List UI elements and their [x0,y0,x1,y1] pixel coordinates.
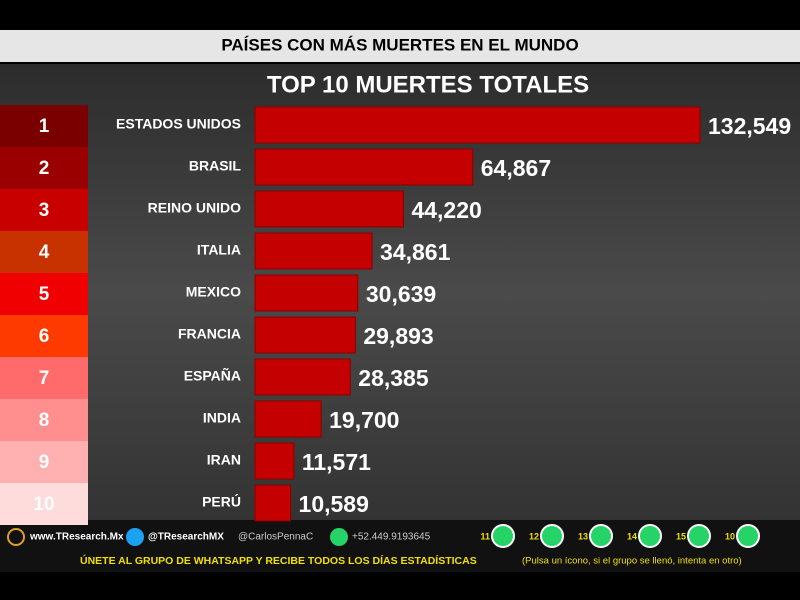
rank-box [0,315,88,357]
group-number: 15 [676,531,686,541]
call: ÚNETE AL GRUPO DE WHATSAPP Y RECIBE TODO… [80,554,477,567]
chart-title: PAÍSES CON MÁS MUERTES EN EL MUNDO [221,35,578,54]
rank-label: 2 [39,158,50,179]
category-label: ESPAÑA [184,367,241,384]
value-label: 28,385 [358,365,429,391]
rank-label: 9 [39,452,50,473]
category-label: ESTADOS UNIDOS [116,116,241,132]
group-number: 10 [725,531,735,541]
header-band [0,30,800,62]
value-label: 10,589 [299,491,369,517]
category-label: ITALIA [197,242,241,258]
rank-label: 5 [39,284,50,305]
whatsapp-group-icon[interactable] [638,524,662,548]
category-label: FRANCIA [178,326,241,342]
group-number: 11 [480,531,490,541]
rank-box [0,105,88,147]
category-label: MEXICO [186,284,241,300]
whatsapp-group-icon[interactable] [736,524,760,548]
value-label: 34,861 [380,239,451,265]
bar [254,484,292,522]
personal: @CarlosPennaC [238,532,313,543]
rank-box [0,483,88,525]
value-label: 132,549 [708,113,791,139]
rank-label: 4 [39,242,50,263]
rank-label: 10 [33,494,54,515]
site[interactable]: www.TResearch.Mx [29,532,124,543]
category-label: PERÚ [202,493,241,510]
category-label: INDIA [203,410,241,426]
whatsapp-group-icon[interactable] [491,524,515,548]
bar [254,274,359,312]
twitter[interactable]: @TResearchMX [148,532,224,543]
whatsapp-icon [330,528,348,546]
bar [254,400,322,438]
whatsapp-group-icon[interactable] [540,524,564,548]
rank-label: 3 [39,200,50,221]
value-label: 30,639 [366,281,436,307]
bar [254,442,295,480]
value-label: 64,867 [481,155,551,181]
value-label: 29,893 [363,323,433,349]
category-label: IRAN [207,452,241,468]
globe-icon [7,528,25,546]
rank-box [0,273,88,315]
rank-box [0,189,88,231]
category-label: REINO UNIDO [148,200,241,216]
phone: +52.449.9193645 [352,532,431,543]
whatsapp-group-icon[interactable] [687,524,711,548]
bar [254,190,404,228]
rank-box [0,441,88,483]
value-label: 11,571 [302,449,371,475]
value-label: 19,700 [329,407,399,433]
bar [254,148,474,186]
rank-label: 8 [39,410,50,431]
rank-box [0,357,88,399]
bar [254,358,351,396]
group-number: 14 [627,531,637,541]
rank-box [0,399,88,441]
rank-label: 1 [39,116,50,137]
twitter-icon [126,528,144,546]
group-number: 13 [578,531,588,541]
bar [254,316,356,354]
group-number: 12 [529,531,539,541]
value-label: 44,220 [411,197,481,223]
bar [254,232,373,270]
rank-box [0,147,88,189]
bar [254,106,701,144]
chart-subtitle: TOP 10 MUERTES TOTALES [267,71,589,98]
note: (Pulsa un ícono, si el grupo se llenó, i… [522,556,742,567]
rank-label: 6 [39,326,50,347]
category-label: BRASIL [189,158,242,174]
whatsapp-group-icon[interactable] [589,524,613,548]
rank-box [0,231,88,273]
rank-label: 7 [39,368,50,389]
